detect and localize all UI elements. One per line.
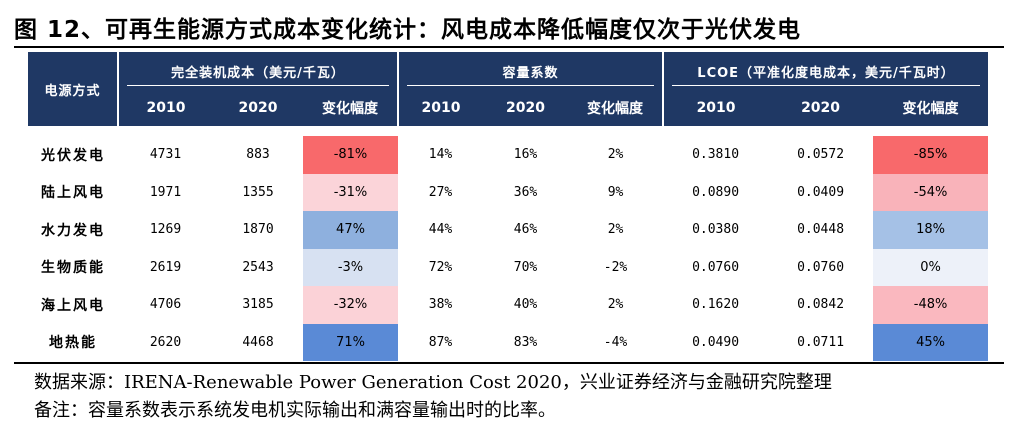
table-cell: 2% (607, 222, 624, 238)
table-row: 生物质能 2619 2543 -3% 72% 70% -2% 0.0760 0.0760 0% (28, 248, 989, 286)
table-cell: 0.0380 (692, 222, 740, 238)
source-note: 数据来源：IRENA-Renewable Power Generation Co… (34, 372, 832, 393)
row-label: 陆上风电 (41, 185, 105, 202)
col-header: 变化幅度 (303, 90, 400, 126)
table-cell: 14% (428, 147, 453, 163)
table-cell: 70% (513, 259, 538, 275)
table-cell: 27% (428, 184, 453, 200)
table-cell: 0.0842 (797, 297, 845, 313)
group-header-lcoe: LCOE（平准化度电成本，美元/千瓦时） (663, 52, 989, 90)
table-row: 海上风电 4706 3185 -32% 38% 40% 2% 0.1620 0.0842 -48% (28, 286, 989, 324)
table-cell: 2% (607, 147, 624, 163)
col-header: 2020 (213, 90, 303, 126)
cost-table: 电源方式 完全装机成本（美元/千瓦） 容量系数 LCOE（平准化度电成本，美元/… (28, 52, 989, 361)
group-header-capacity-factor: 容量系数 (398, 52, 665, 90)
table-cell: -48% (873, 286, 989, 324)
table-cell: 16% (513, 147, 538, 163)
table-cell: 0.0760 (797, 259, 845, 275)
row-label: 生物质能 (41, 260, 105, 277)
table-cell: 1355 (242, 184, 274, 200)
table-cell: 38% (428, 297, 453, 313)
table-cell: 47% (303, 211, 399, 249)
col-header: 变化幅度 (873, 90, 989, 126)
table-row: 光伏发电 4731 883 -81% 14% 16% 2% 0.3810 0.0572 -85% (28, 136, 989, 174)
top-rule (14, 46, 1004, 48)
header-row-groups: 电源方式 完全装机成本（美元/千瓦） 容量系数 LCOE（平准化度电成本，美元/… (28, 52, 989, 126)
table-cell: 45% (873, 323, 989, 361)
table-cell: 0.0448 (797, 222, 845, 238)
bottom-rule (14, 362, 1004, 364)
table-row: 水力发电 1269 1870 47% 44% 46% 2% 0.0380 0.0448 18% (28, 211, 989, 249)
table-cell: -81% (303, 136, 399, 174)
col-header: 2010 (398, 90, 484, 126)
table-cell: 0.0890 (692, 184, 740, 200)
table-cell: 1269 (149, 222, 182, 238)
table-cell: 36% (513, 184, 538, 200)
table-cell: 9% (607, 184, 624, 200)
table-cell: 0.0711 (797, 334, 845, 350)
table-cell: 83% (513, 334, 538, 350)
table-body: 光伏发电 4731 883 -81% 14% 16% 2% 0.3810 0.0572 -85% 陆… (28, 136, 989, 361)
table-cell: -54% (873, 173, 989, 211)
table-cell: 72% (428, 259, 453, 275)
table-cell: 2620 (149, 334, 182, 350)
table-cell: 2543 (242, 259, 274, 275)
table-row: 陆上风电 1971 1355 -31% 27% 36% 9% 0.0890 0.0409 -54% (28, 173, 989, 211)
table-cell: 2% (607, 297, 624, 313)
table-cell: -32% (303, 286, 399, 324)
table-cell: -4% (603, 334, 628, 350)
header-gap (28, 126, 988, 136)
table-cell: 4731 (149, 147, 182, 163)
row-label: 海上风电 (41, 297, 105, 314)
col-header: 2010 (663, 90, 769, 126)
table-cell: 1971 (149, 184, 182, 200)
table-cell: 0.1620 (692, 297, 740, 313)
table-cell: -85% (873, 136, 989, 174)
table-cell: 883 (246, 147, 270, 163)
table-cell: 2619 (149, 259, 182, 275)
figure-title: 图 12、可再生能源方式成本变化统计：风电成本降低幅度仅次于光伏发电 (14, 17, 802, 43)
remark-note: 备注：容量系数表示系统发电机实际输出和满容量输出时的比率。 (34, 400, 556, 421)
table-cell: 0.3810 (692, 147, 740, 163)
row-label: 光伏发电 (41, 147, 105, 164)
table-cell: 0.0409 (797, 184, 845, 200)
col-header: 2020 (768, 90, 874, 126)
table-cell: 0.0760 (692, 259, 740, 275)
table-cell: 0% (873, 248, 989, 286)
table-cell: 87% (428, 334, 453, 350)
table-cell: -31% (303, 173, 399, 211)
row-label: 水力发电 (41, 222, 105, 239)
table-cell: 3185 (242, 297, 274, 313)
table-cell: 4468 (242, 334, 274, 350)
col-header: 2020 (483, 90, 569, 126)
table-cell: -2% (603, 259, 628, 275)
group-header-install-cost: 完全装机成本（美元/千瓦） (118, 52, 400, 90)
row-header-cell: 电源方式 (28, 52, 119, 126)
table-cell: 18% (873, 211, 989, 249)
table-cell: 44% (428, 222, 453, 238)
table-cell: 40% (513, 297, 538, 313)
table-row: 地热能 2620 4468 71% 87% 83% -4% 0.0490 0.0711 45% (28, 323, 989, 361)
row-label: 地热能 (49, 335, 97, 352)
table-cell: 0.0490 (692, 334, 740, 350)
table-cell: -3% (303, 248, 399, 286)
table-cell: 46% (513, 222, 538, 238)
header-row-years: 2010 2020 变化幅度 2010 2020 变化幅度 2010 2020 … (28, 90, 989, 126)
col-header: 2010 (118, 90, 213, 126)
table-cell: 71% (303, 323, 399, 361)
table-cell: 4706 (149, 297, 182, 313)
table-cell: 1870 (242, 222, 274, 238)
col-header: 变化幅度 (568, 90, 665, 126)
table-cell: 0.0572 (797, 147, 845, 163)
